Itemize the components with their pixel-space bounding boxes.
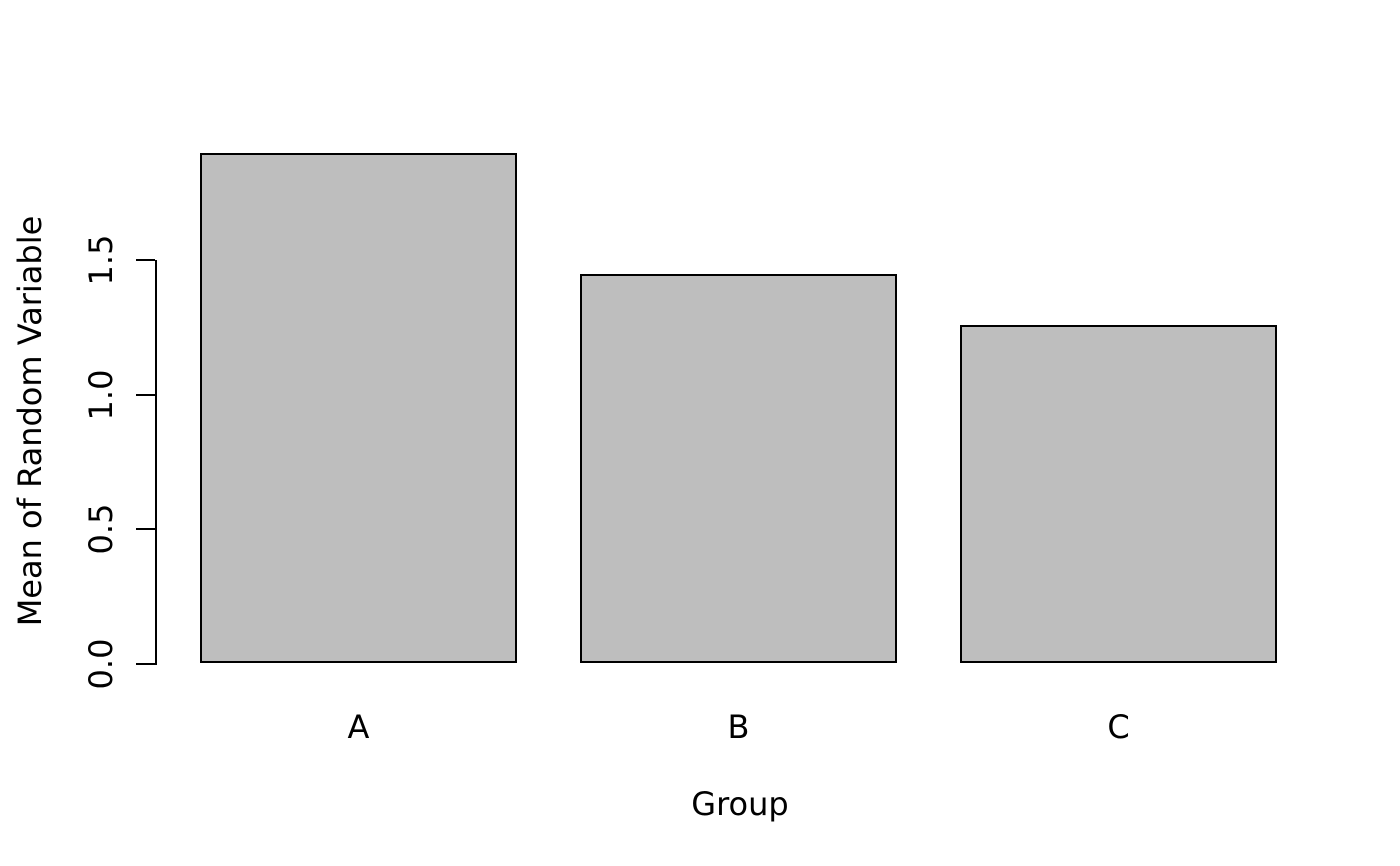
y-tick-label: 1.0 (82, 369, 120, 421)
y-tick-mark (136, 259, 155, 262)
y-tick-mark (136, 393, 155, 396)
y-tick-mark (136, 662, 155, 665)
category-label: A (347, 708, 370, 746)
bar (960, 324, 1277, 664)
y-tick-mark (136, 528, 155, 531)
category-label: B (727, 708, 750, 746)
x-axis-title: Group (691, 785, 789, 823)
y-tick-label: 0.0 (82, 638, 120, 689)
y-tick-label: 1.5 (82, 235, 120, 286)
y-axis-line (155, 260, 157, 666)
y-tick-label: 0.5 (82, 503, 120, 555)
bar (580, 273, 897, 664)
bar (200, 153, 517, 664)
category-label: C (1107, 708, 1130, 746)
y-axis-title: Mean of Random Variable (11, 215, 49, 627)
